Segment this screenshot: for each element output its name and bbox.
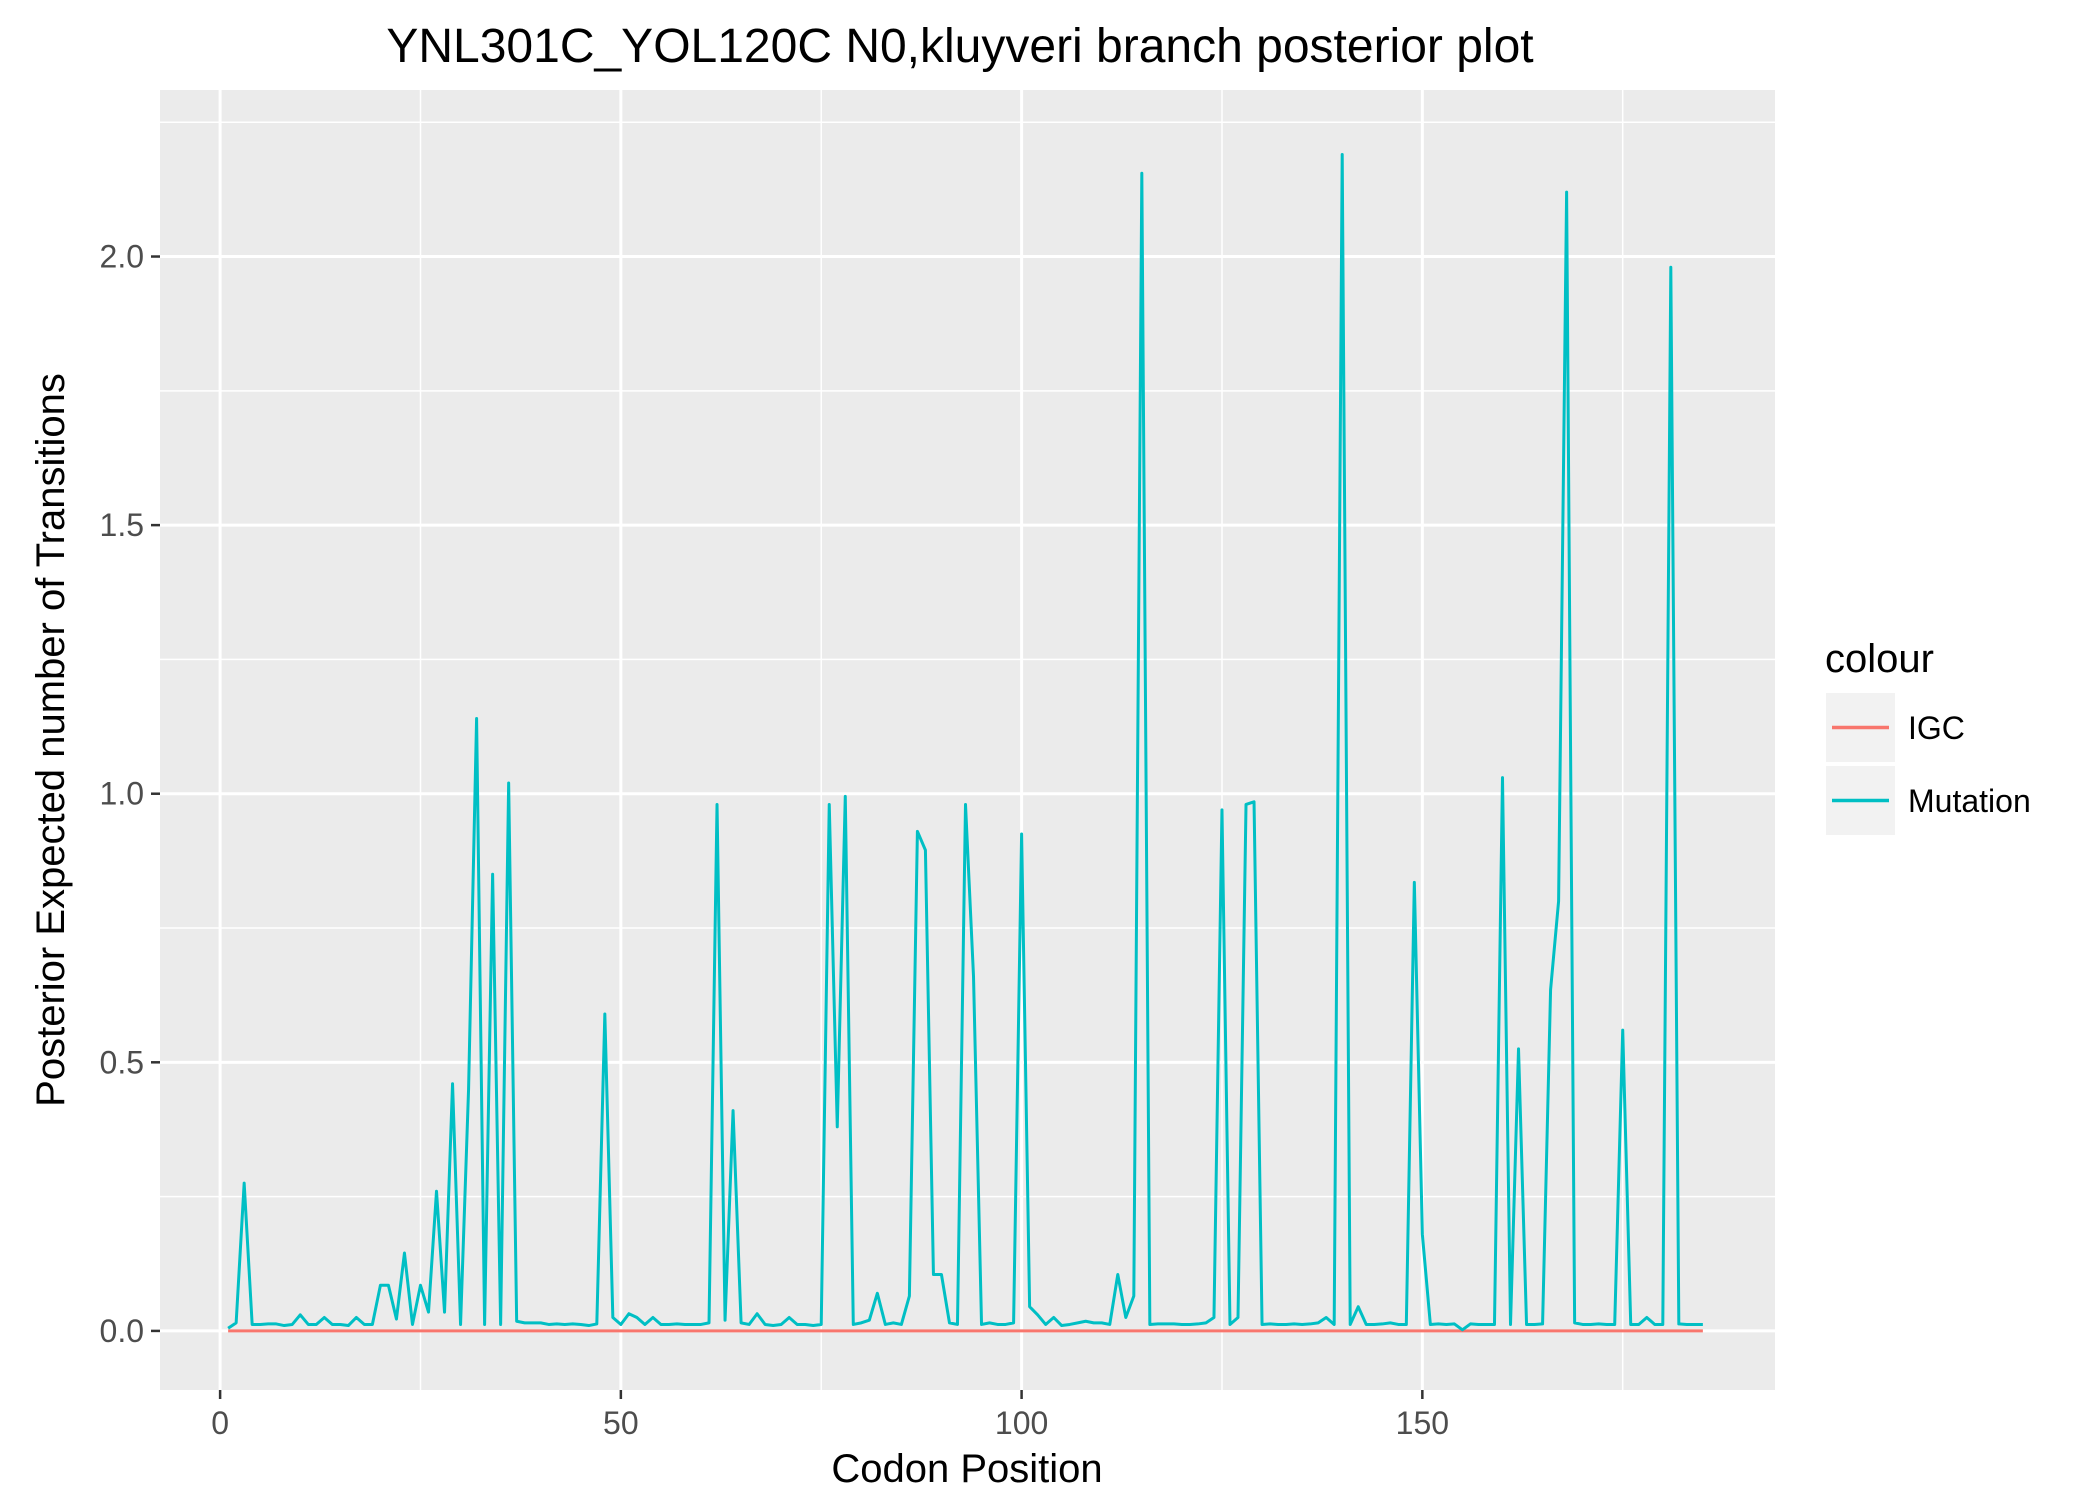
- x-axis-ticks: 0 50 100 150: [211, 1390, 1449, 1441]
- legend-title: colour: [1825, 637, 1934, 681]
- y-axis-ticks: 0.0 0.5 1.0 1.5 2.0: [100, 239, 160, 1349]
- y-tick-label: 0.0: [100, 1313, 144, 1349]
- x-tick-label: 100: [995, 1405, 1048, 1441]
- legend-label-mutation: Mutation: [1908, 783, 2031, 819]
- x-tick-label: 150: [1396, 1405, 1449, 1441]
- series-line-mutation: [227, 152, 1703, 1332]
- x-axis-label: Codon Position: [831, 1447, 1102, 1491]
- chart-title: YNL301C_YOL120C N0,kluyveri branch poste…: [386, 20, 1533, 73]
- x-tick-label: 0: [211, 1405, 229, 1441]
- plot-panel: [160, 90, 1775, 1390]
- y-axis-label: Posterior Expected number of Transitions: [29, 373, 73, 1107]
- legend-label-igc: IGC: [1908, 710, 1965, 746]
- y-tick-label: 1.0: [100, 776, 144, 812]
- x-tick-label: 50: [603, 1405, 639, 1441]
- y-tick-label: 1.5: [100, 507, 144, 543]
- y-tick-label: 0.5: [100, 1044, 144, 1080]
- y-tick-label: 2.0: [100, 239, 144, 275]
- legend: colour IGC Mutation: [1825, 637, 2031, 835]
- series-layer: [227, 152, 1703, 1333]
- grid-minor: [160, 90, 1775, 1390]
